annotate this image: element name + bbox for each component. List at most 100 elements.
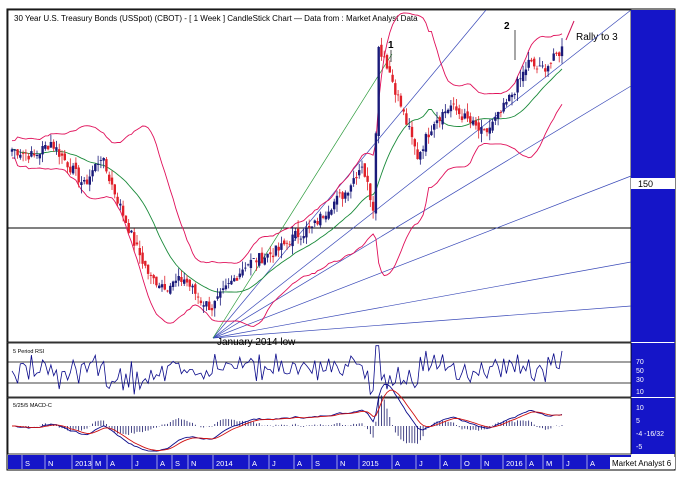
candle-body xyxy=(419,152,422,160)
candle-body xyxy=(60,153,64,156)
candle-body xyxy=(538,65,541,67)
candle-body xyxy=(230,280,233,285)
candle-body xyxy=(246,264,250,266)
candle-body xyxy=(452,103,455,105)
candle-body xyxy=(158,285,161,289)
candle-body xyxy=(124,215,128,223)
candle-body xyxy=(113,184,116,195)
rally-label: Rally to 3 xyxy=(576,32,618,43)
candle-body xyxy=(263,257,266,265)
candle-body xyxy=(196,296,200,298)
candle-body xyxy=(360,166,364,168)
rsi-tick-label: 70 xyxy=(636,359,644,366)
candle-body xyxy=(180,277,183,282)
time-axis-label: M xyxy=(546,459,552,468)
wave-1-label: 1 xyxy=(388,40,394,51)
candle-body xyxy=(519,78,522,80)
gann-fan-line-2 xyxy=(212,85,632,339)
candle-body xyxy=(88,176,91,185)
candle-body xyxy=(394,83,397,95)
candle-body xyxy=(183,279,186,284)
candle-body xyxy=(71,165,75,174)
candle-body xyxy=(35,155,39,156)
candle-body xyxy=(188,279,191,287)
candle-body xyxy=(499,112,503,113)
candle-body xyxy=(308,226,311,228)
candle-body xyxy=(227,283,230,284)
candle-body xyxy=(383,56,386,58)
candle-body xyxy=(77,167,80,183)
price-tick-box xyxy=(631,178,675,189)
macd-title: 5/25/5 MACD-C xyxy=(13,403,52,409)
candle-body xyxy=(544,68,547,72)
candle-body xyxy=(316,221,319,225)
time-axis-label: O xyxy=(464,459,470,468)
time-axis-label: N xyxy=(340,459,345,468)
time-axis-label: N xyxy=(191,459,196,468)
candle-body xyxy=(352,178,355,184)
candle-body xyxy=(485,128,489,133)
candle-body xyxy=(52,141,55,149)
candle-body xyxy=(296,228,300,238)
candle-body xyxy=(413,139,416,147)
candle-body xyxy=(205,301,208,307)
candle-body xyxy=(249,259,253,268)
candle-body xyxy=(130,230,133,233)
candle-body xyxy=(402,109,405,112)
candle-body xyxy=(549,62,553,64)
candle-body xyxy=(91,170,94,177)
candle-body xyxy=(371,201,375,211)
time-axis-label: 2016 xyxy=(506,459,523,468)
candle-body xyxy=(483,129,486,131)
bollinger-lower xyxy=(11,104,563,327)
candle-body xyxy=(219,291,222,298)
candle-body xyxy=(366,175,369,182)
candle-body xyxy=(283,240,286,245)
candle-body xyxy=(399,95,403,107)
price-axis-band xyxy=(631,10,675,342)
candle-body xyxy=(116,196,119,204)
time-axis-label: N xyxy=(48,459,53,468)
candle-body xyxy=(49,142,53,148)
time-axis-label: S xyxy=(175,459,180,468)
candle-body xyxy=(355,177,358,179)
candle-body xyxy=(477,122,480,131)
candle-body xyxy=(521,71,525,82)
candle-body xyxy=(10,149,14,152)
candle-body xyxy=(255,260,258,263)
time-axis-label: J xyxy=(419,459,423,468)
candle-body xyxy=(185,278,189,283)
candle-body xyxy=(221,288,225,290)
candle-body xyxy=(527,59,530,68)
candle-body xyxy=(208,301,211,310)
time-axis-label: A xyxy=(252,459,257,468)
time-axis-label: J xyxy=(135,459,139,468)
candle-body xyxy=(13,149,16,151)
candle-body xyxy=(460,116,464,120)
candle-body xyxy=(321,216,325,218)
candle-body xyxy=(374,133,378,214)
candle-body xyxy=(127,223,130,234)
candle-body xyxy=(277,246,280,251)
candle-body xyxy=(335,195,339,205)
candle-body xyxy=(449,105,453,112)
time-axis-label: S xyxy=(25,459,30,468)
candle-body xyxy=(535,68,539,70)
candle-body xyxy=(94,164,97,171)
candle-body xyxy=(524,69,528,76)
candle-body xyxy=(252,258,255,259)
candle-body xyxy=(191,285,194,288)
macd-tick-label: 5 xyxy=(636,418,640,425)
candle-body xyxy=(421,149,425,151)
candle-body xyxy=(74,162,78,169)
time-axis-band xyxy=(8,455,631,469)
candle-body xyxy=(38,154,41,159)
candle-body xyxy=(560,46,564,57)
gann-fan-line-3 xyxy=(212,175,632,339)
candle-body xyxy=(455,106,458,111)
candle-body xyxy=(466,111,469,119)
candle-body xyxy=(163,284,166,290)
candle-body xyxy=(105,159,108,172)
time-axis-label: A xyxy=(529,459,534,468)
rsi-line xyxy=(11,345,563,396)
